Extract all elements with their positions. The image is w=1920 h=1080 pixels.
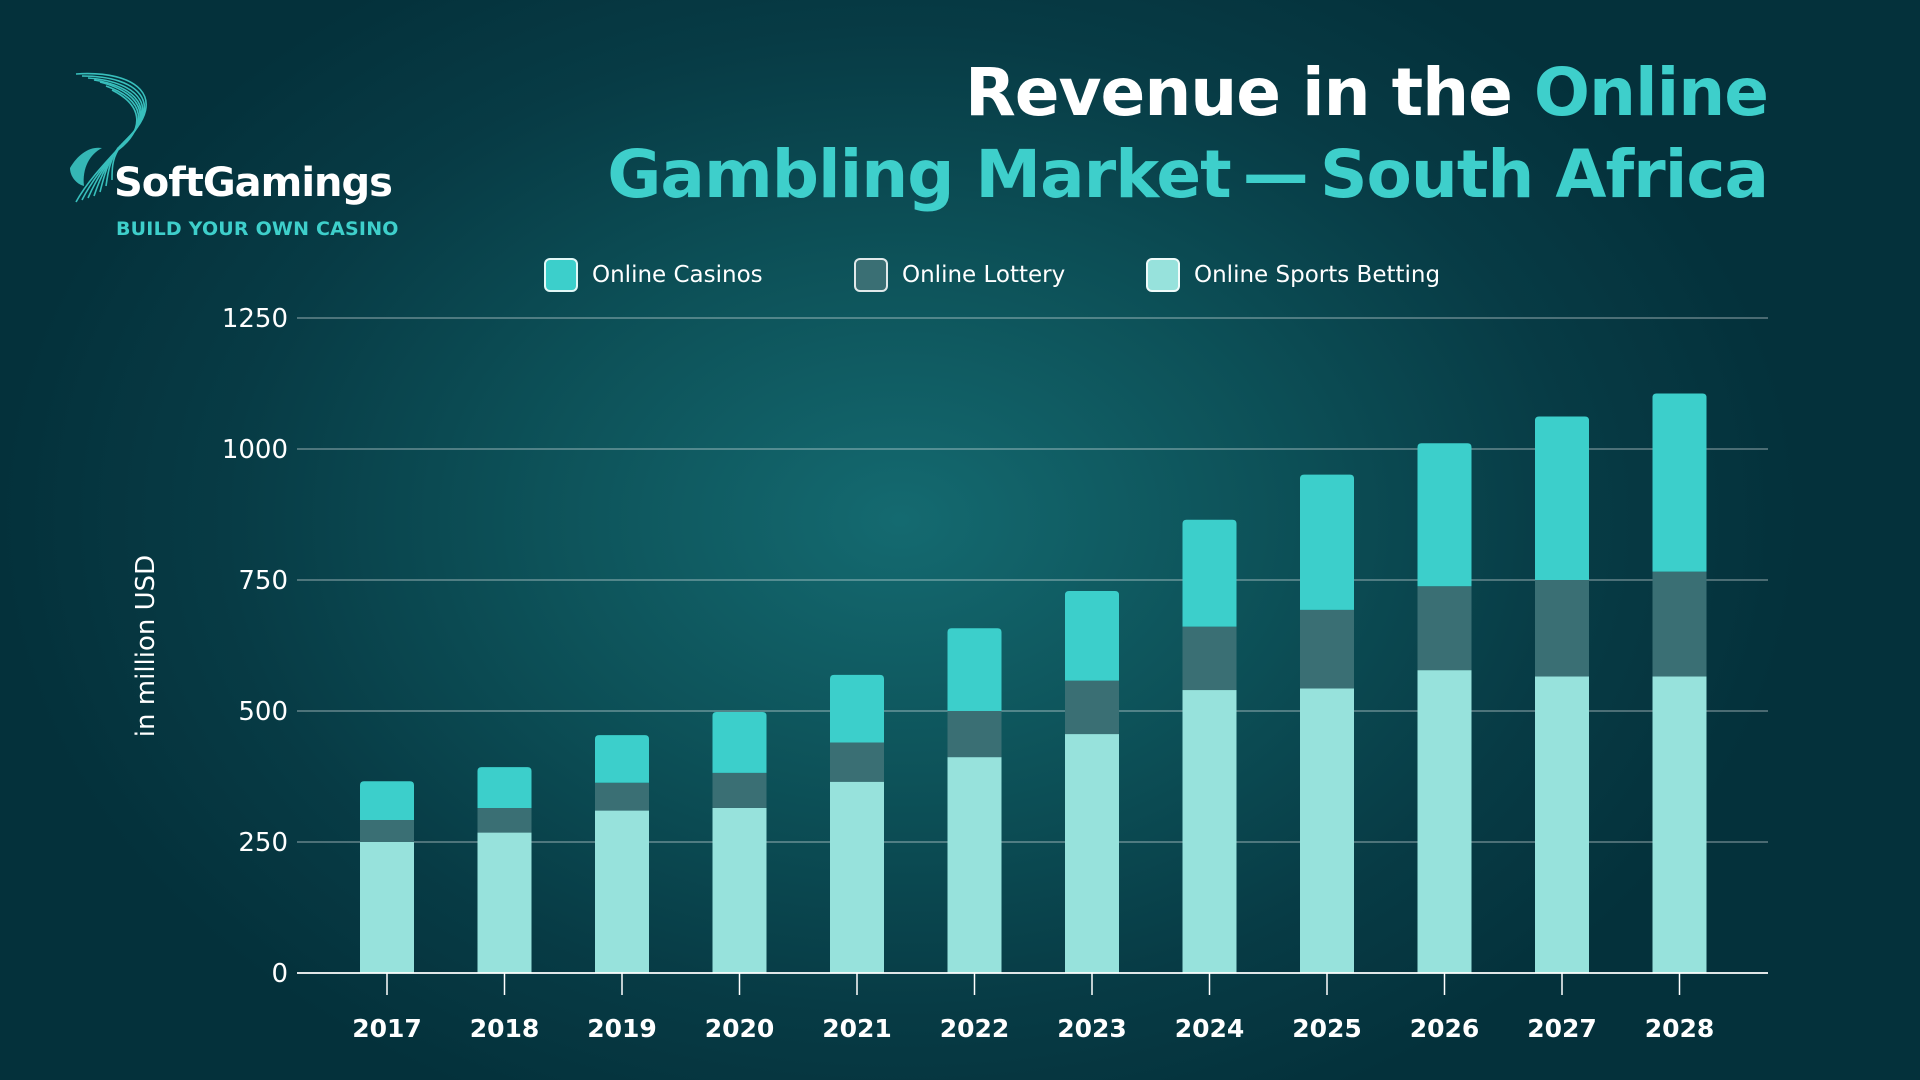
bar-sports-2019 [595, 810, 649, 973]
bar-sports-2023 [1065, 734, 1119, 973]
bar-lottery-2018 [477, 807, 532, 833]
legend-item-lottery: Online Lottery [854, 255, 1065, 295]
bar-lottery-2021 [830, 742, 884, 782]
bar-sports-2025 [1300, 688, 1354, 973]
x-tick-label: 2027 [1527, 1014, 1597, 1043]
page-title: Revenue in the Online Gambling Market — … [607, 52, 1769, 216]
bar-lottery-2026 [1417, 586, 1472, 671]
bar-sports-2027 [1535, 676, 1589, 973]
y-tick-label: 1250 [222, 304, 288, 334]
bar-lottery-2017 [360, 819, 414, 842]
bar-casinos-2021 [830, 674, 884, 743]
title-part-2: Online [1533, 54, 1769, 131]
softgamings-swirl-icon [70, 72, 147, 203]
legend-item-sports: Online Sports Betting [1146, 255, 1440, 295]
title-line-2: Gambling Market — South Africa [607, 136, 1769, 213]
legend-label-sports: Online Sports Betting [1194, 262, 1441, 288]
x-tick-label: 2024 [1175, 1014, 1245, 1043]
bar-casinos-2026 [1417, 443, 1472, 587]
x-tick-label: 2019 [587, 1014, 657, 1043]
bar-sports-2022 [947, 757, 1002, 973]
legend-swatch-lottery [854, 258, 888, 292]
x-tick-label: 2020 [705, 1014, 775, 1043]
bar-lottery-2022 [947, 711, 1002, 758]
bar-casinos-2020 [712, 712, 767, 773]
x-tick-label: 2022 [940, 1014, 1010, 1043]
y-tick-label: 750 [238, 566, 288, 596]
bar-lottery-2024 [1182, 626, 1237, 691]
x-tick-label: 2018 [470, 1014, 540, 1043]
chart-legend: Online Casinos Online Lottery Online Spo… [0, 255, 1920, 299]
brand-tagline: BUILD YOUR OWN CASINO [116, 218, 399, 240]
bar-sports-2028 [1652, 676, 1707, 973]
bar-lottery-2028 [1652, 571, 1707, 677]
y-tick-label: 250 [238, 828, 288, 858]
bar-lottery-2025 [1300, 609, 1354, 689]
bar-lottery-2023 [1065, 680, 1119, 735]
bar-casinos-2025 [1300, 474, 1354, 610]
bar-casinos-2023 [1065, 591, 1119, 681]
x-tick-label: 2025 [1292, 1014, 1362, 1043]
x-tick-label: 2017 [352, 1014, 422, 1043]
x-tick-label: 2026 [1410, 1014, 1480, 1043]
bar-sports-2021 [830, 781, 884, 973]
bar-sports-2017 [360, 842, 414, 973]
x-tick-label: 2023 [1057, 1014, 1127, 1043]
brand-name: SoftGamings [114, 160, 393, 206]
legend-label-casinos: Online Casinos [592, 262, 763, 288]
bar-casinos-2027 [1535, 416, 1589, 580]
x-tick-label: 2028 [1645, 1014, 1715, 1043]
bar-lottery-2019 [595, 782, 649, 811]
legend-label-lottery: Online Lottery [902, 262, 1066, 288]
y-tick-label: 0 [271, 959, 288, 989]
bar-lottery-2020 [712, 772, 767, 808]
brand-logo: SoftGamings BUILD YOUR OWN CASINO [68, 68, 428, 248]
legend-swatch-sports [1146, 258, 1180, 292]
bar-casinos-2024 [1182, 519, 1237, 627]
legend-swatch-casinos [544, 258, 578, 292]
bar-casinos-2017 [360, 781, 414, 820]
bar-sports-2018 [477, 832, 532, 973]
bar-casinos-2019 [595, 735, 649, 783]
bar-casinos-2028 [1652, 393, 1707, 572]
bar-sports-2024 [1182, 690, 1237, 973]
legend-item-casinos: Online Casinos [544, 255, 763, 295]
bar-casinos-2022 [947, 628, 1002, 711]
x-tick-label: 2021 [822, 1014, 892, 1043]
bar-lottery-2027 [1535, 580, 1589, 677]
bar-sports-2020 [712, 807, 767, 973]
y-tick-label: 1000 [222, 435, 288, 465]
bar-casinos-2018 [477, 767, 532, 808]
title-line-1: Revenue in the Online [607, 52, 1769, 134]
bar-sports-2026 [1417, 670, 1472, 973]
title-part-1: Revenue in the [964, 54, 1534, 131]
y-tick-label: 500 [238, 697, 288, 727]
